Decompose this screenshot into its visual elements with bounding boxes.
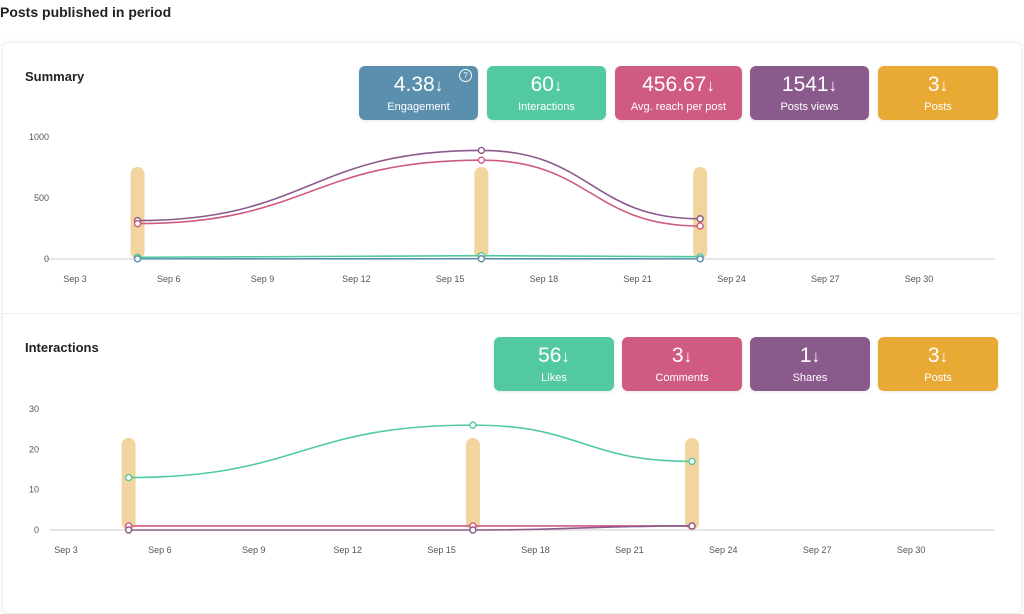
summary-chart: 0 500 1000 Sep 3 Sep 6 Sep 9 Sep 12 Sep 15 Sep 1…	[0, 0, 1024, 597]
data-point	[697, 216, 703, 222]
data-point	[478, 157, 484, 163]
x-tick-label: Sep 3	[63, 274, 87, 284]
y-tick-label: 1000	[29, 132, 49, 142]
data-point	[135, 221, 141, 227]
x-tick-label: Sep 9	[251, 274, 275, 284]
y-tick-label: 0	[44, 254, 49, 264]
data-point	[697, 256, 703, 262]
data-point	[478, 256, 484, 262]
x-tick-label: Sep 24	[717, 274, 746, 284]
x-tick-label: Sep 15	[436, 274, 465, 284]
x-tick-label: Sep 6	[157, 274, 181, 284]
x-tick-label: Sep 18	[530, 274, 559, 284]
post-bar	[131, 167, 145, 259]
data-point	[697, 223, 703, 229]
x-tick-label: Sep 12	[342, 274, 371, 284]
x-tick-label: Sep 21	[623, 274, 652, 284]
post-bar	[693, 167, 707, 259]
data-point	[478, 147, 484, 153]
x-tick-label: Sep 30	[905, 274, 934, 284]
series-line	[138, 150, 701, 220]
x-tick-label: Sep 27	[811, 274, 840, 284]
post-bar	[474, 167, 488, 259]
series-line	[138, 256, 701, 258]
series-line	[138, 160, 701, 226]
y-tick-label: 500	[34, 193, 49, 203]
data-point	[135, 256, 141, 262]
